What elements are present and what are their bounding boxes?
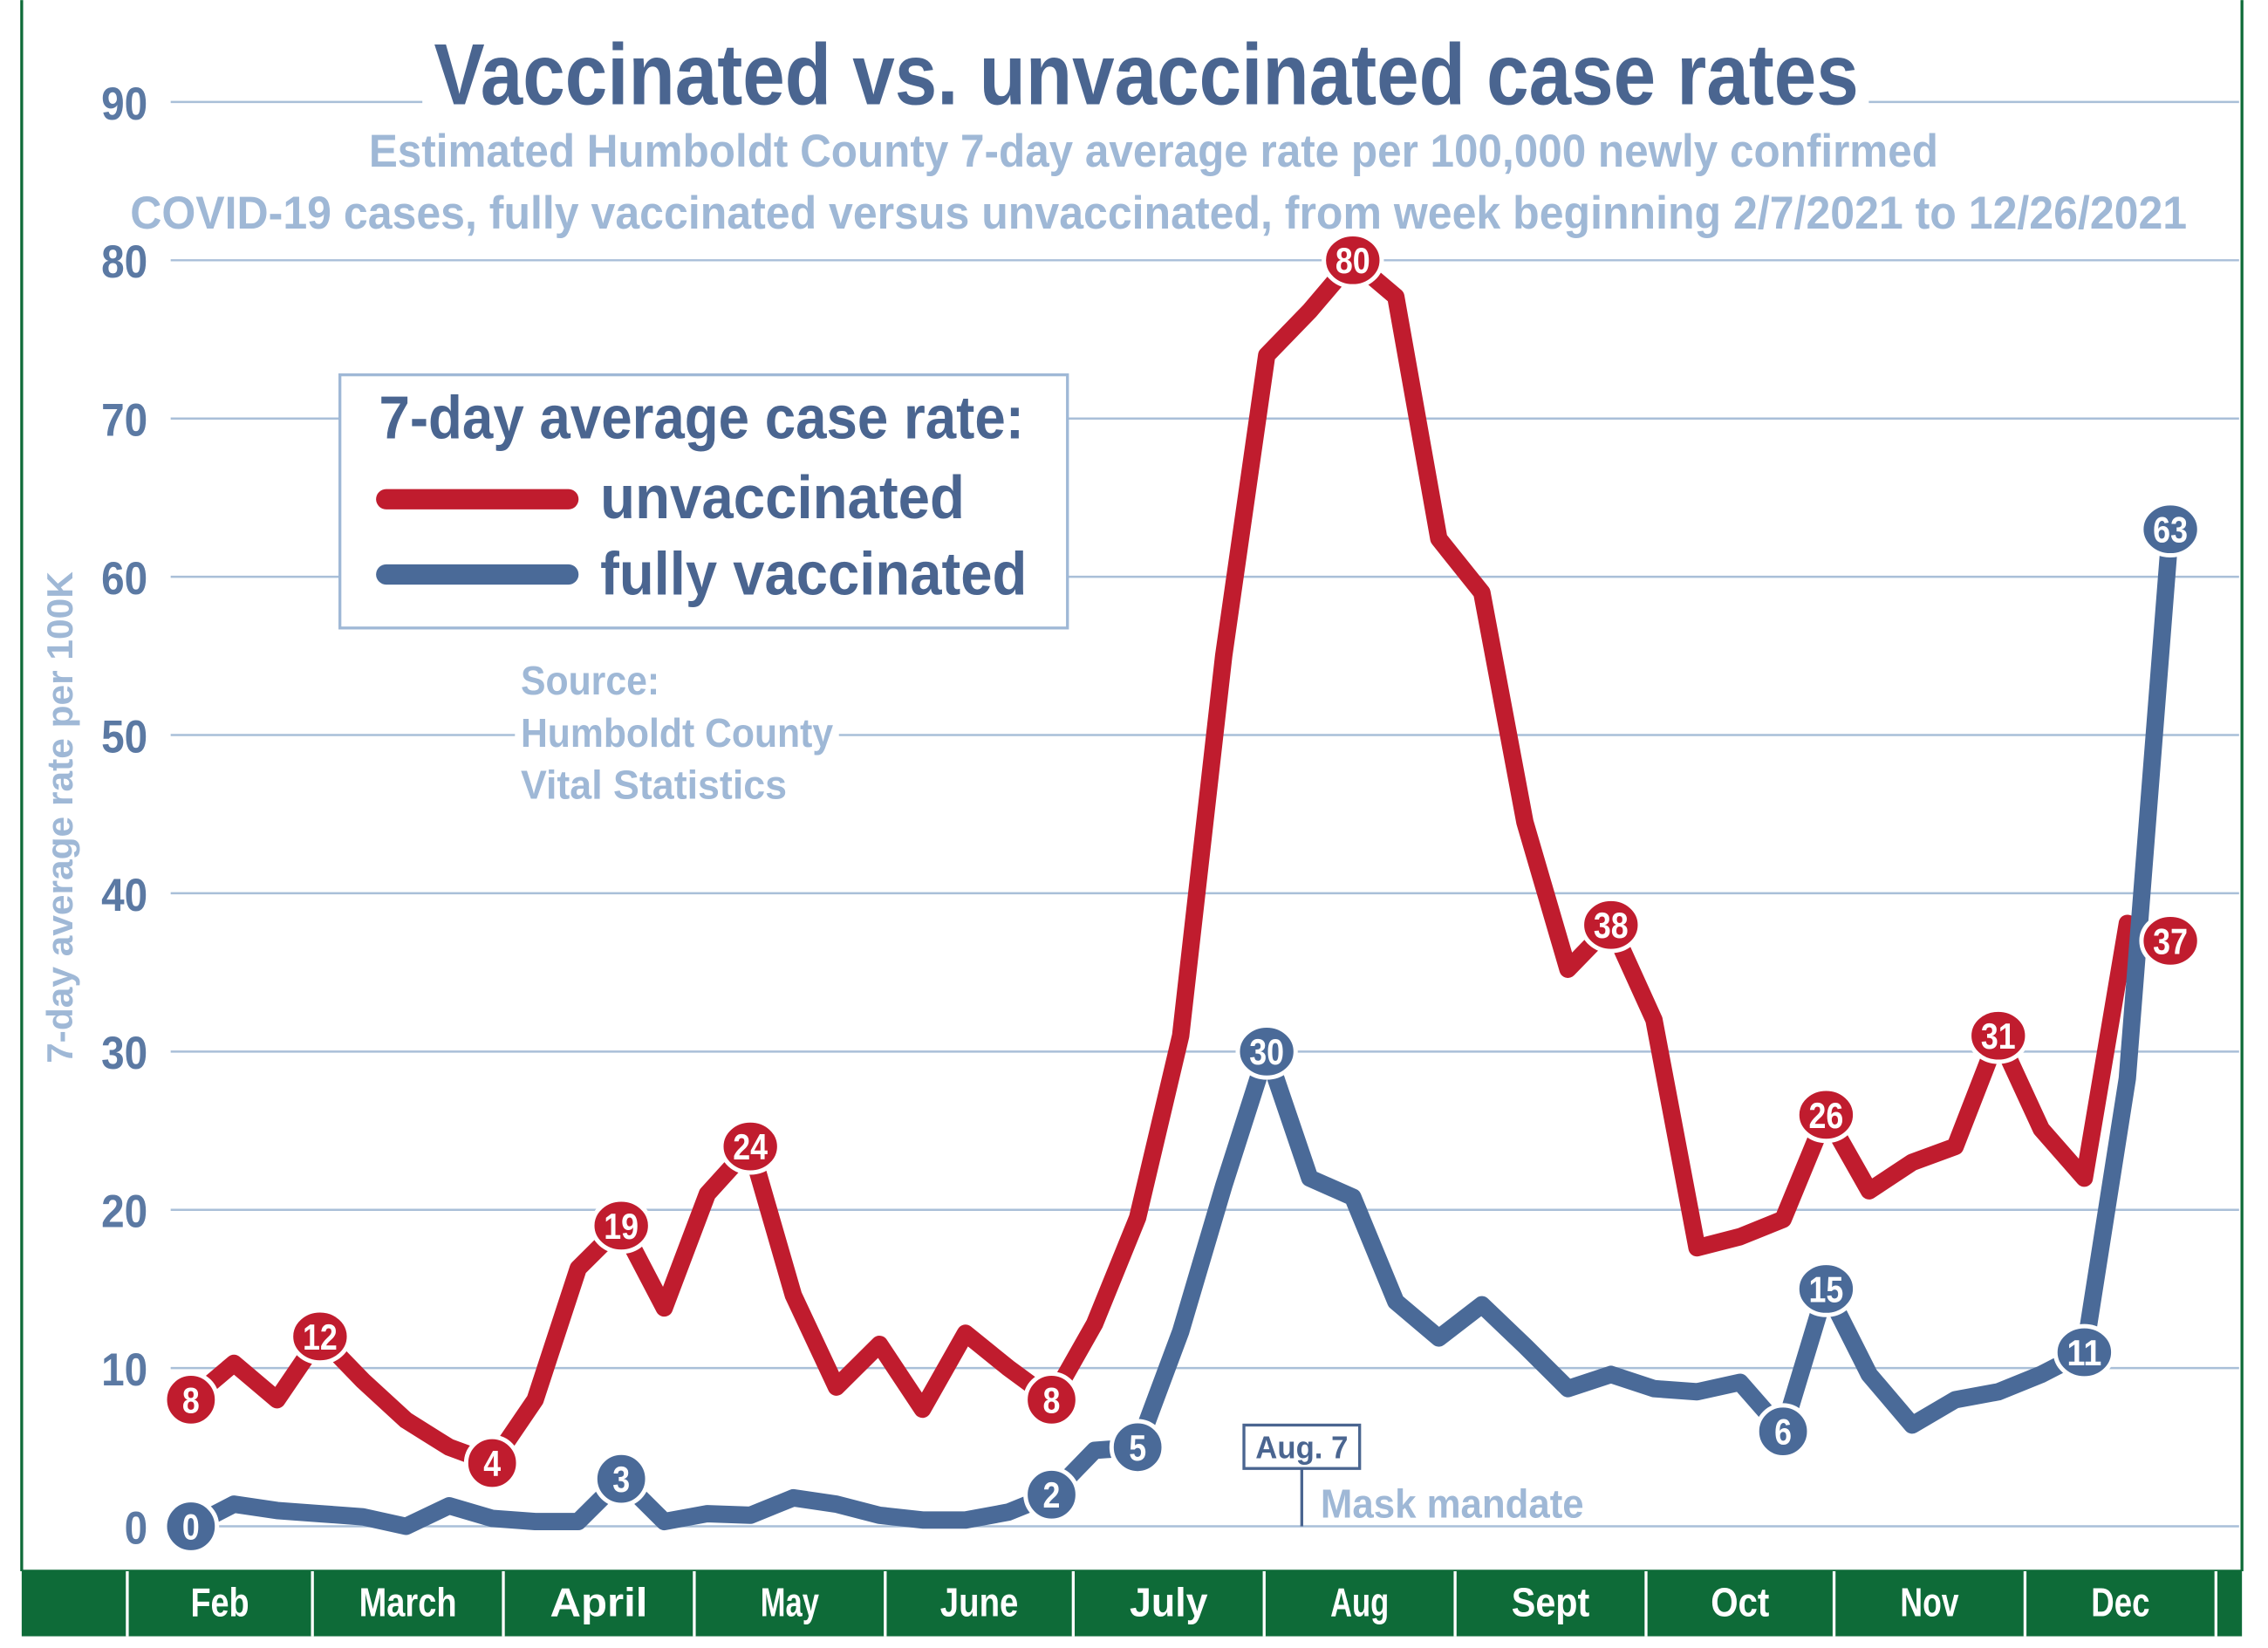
month-label: June — [940, 1579, 1019, 1624]
y-tick-label: 20 — [101, 1186, 147, 1238]
data-label: 31 — [1981, 1015, 2016, 1056]
data-point-marker — [162, 1371, 220, 1428]
month-label: July — [1130, 1579, 1208, 1624]
y-tick-label: 50 — [101, 711, 147, 762]
data-label: 80 — [1336, 240, 1370, 281]
data-point-marker — [289, 1308, 352, 1365]
data-point-marker — [162, 1498, 220, 1555]
data-point-marker — [592, 1450, 650, 1508]
data-label: 11 — [2067, 1332, 2102, 1373]
month-label: Aug — [1330, 1579, 1389, 1624]
data-label: 19 — [604, 1206, 639, 1247]
data-point-marker — [1023, 1371, 1080, 1428]
chart-subtitle-line-2: COVID-19 cases, fully vaccinated versus … — [130, 188, 2187, 239]
data-point-marker — [1794, 1261, 1858, 1317]
legend-box — [338, 373, 1069, 630]
data-label: 15 — [1809, 1268, 1844, 1310]
mask-mandate-label: Mask mandate — [1321, 1481, 1584, 1527]
y-axis-label: 7-day average rate per 100K — [39, 571, 80, 1063]
legend-title: 7-day average case rate: — [379, 384, 1024, 452]
data-point-marker — [1023, 1466, 1080, 1523]
aug-7-label: Aug. 7 — [1255, 1430, 1348, 1466]
source-line-1: Source: — [521, 658, 659, 703]
data-label: 0 — [182, 1506, 200, 1547]
month-label: May — [761, 1579, 819, 1624]
data-label: 2 — [1043, 1474, 1061, 1515]
data-point-marker — [2139, 501, 2202, 558]
title-background — [422, 26, 1869, 116]
legend-label-fully-vaccinated: fully vaccinated — [600, 540, 1027, 608]
data-point-marker — [1580, 896, 1643, 954]
source-note: Source: Humboldt County Vital Statistics — [515, 653, 839, 810]
data-point-marker — [590, 1197, 652, 1255]
month-label: Dec — [2091, 1579, 2149, 1624]
data-label: 37 — [2153, 920, 2188, 961]
data-point-marker — [1754, 1403, 1812, 1460]
data-point-marker — [463, 1434, 521, 1492]
source-background — [515, 653, 839, 810]
data-label: 6 — [1774, 1412, 1792, 1453]
data-label: 26 — [1809, 1095, 1844, 1136]
chart-title: Vaccinated vs. unvaccinated case rates — [434, 27, 1858, 124]
data-point-marker — [2053, 1323, 2116, 1381]
month-label: Nov — [1900, 1579, 1958, 1624]
legend-label-unvaccinated: unvaccinated — [600, 463, 965, 531]
series-line-fully-vaccinated — [181, 520, 2180, 1535]
y-tick-label: 40 — [101, 870, 147, 921]
data-label: 4 — [483, 1443, 501, 1484]
subtitle-background — [122, 124, 2195, 241]
y-tick-label: 10 — [101, 1344, 147, 1396]
data-labels: 8 12 4 19 24 8 80 38 26 31 37 0 3 2 5 30 6 15 11 63 — [162, 231, 2202, 1555]
data-point-marker — [1794, 1086, 1858, 1144]
mask-mandate-annotation: Aug. 7 Mask mandate — [1242, 1423, 1588, 1527]
series-lines — [181, 251, 2180, 1535]
data-point-marker — [719, 1118, 782, 1175]
legend: 7-day average case rate: unvaccinated fu… — [338, 373, 1069, 630]
y-tick-label: 0 — [125, 1502, 148, 1554]
data-label: 63 — [2153, 509, 2188, 550]
data-label: 24 — [733, 1126, 768, 1167]
data-label: 3 — [612, 1459, 630, 1500]
chart-subtitle-line-1: Estimated Humboldt County 7-day average … — [369, 126, 1938, 177]
source-line-3: Vital Statistics — [521, 762, 787, 807]
month-label: March — [359, 1579, 457, 1624]
y-tick-label: 90 — [101, 79, 147, 130]
source-line-2: Humboldt County — [521, 710, 833, 756]
data-point-marker — [2139, 913, 2202, 969]
y-tick-label: 30 — [101, 1028, 147, 1079]
series-line-unvaccinated — [181, 251, 2180, 1472]
y-tick-label: 80 — [101, 236, 147, 288]
data-point-marker — [1322, 231, 1384, 289]
y-tick-labels: 0 10 20 30 40 50 60 70 80 90 — [101, 79, 147, 1555]
y-tick-label: 70 — [101, 395, 147, 447]
chart-frame — [20, 0, 2244, 1571]
data-point-marker — [1235, 1022, 1298, 1080]
data-label: 38 — [1594, 905, 1629, 946]
data-label: 12 — [303, 1316, 338, 1357]
month-label: Oct — [1711, 1579, 1769, 1624]
month-axis-band — [21, 1569, 2243, 1637]
data-point-marker — [1109, 1419, 1166, 1476]
data-label: 5 — [1129, 1427, 1146, 1468]
month-label: Sept — [1512, 1579, 1590, 1624]
data-label: 8 — [182, 1379, 200, 1420]
mask-mandate-background — [1315, 1478, 1588, 1525]
data-point-marker — [1967, 1007, 2030, 1064]
month-label: April — [550, 1579, 648, 1624]
data-label: 8 — [1043, 1379, 1061, 1420]
aug-7-box — [1242, 1423, 1362, 1470]
y-tick-label: 60 — [101, 553, 147, 605]
month-label: Feb — [190, 1579, 249, 1624]
data-label: 30 — [1249, 1031, 1284, 1072]
month-axis: Feb March April May June July Aug Sept Oct Nov Dec — [21, 1569, 2243, 1637]
